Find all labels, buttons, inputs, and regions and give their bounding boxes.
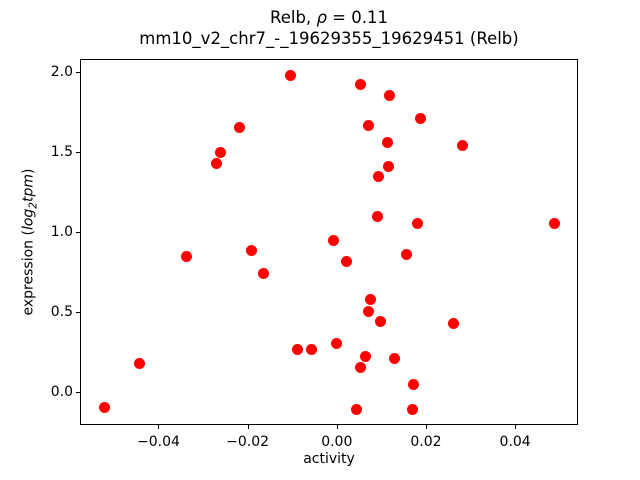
title-rho-symbol: ρ	[316, 8, 327, 27]
x-axis-tick-label: 0.04	[499, 434, 531, 450]
scatter-point	[327, 235, 339, 247]
scatter-point	[99, 402, 111, 414]
y-axis-tick-label: 2.0	[50, 64, 73, 81]
y-axis-label-subscript: 2	[27, 202, 40, 209]
x-axis-tick-label: −0.02	[226, 434, 270, 450]
x-axis-tick-label: 0.02	[410, 434, 442, 450]
x-axis-tick	[247, 425, 249, 429]
x-axis-tick-label: −0.04	[137, 434, 180, 450]
y-axis-tick-label: 0.0	[50, 384, 73, 401]
scatter-point	[285, 70, 297, 82]
y-axis-tick	[76, 392, 80, 394]
y-axis-tick-label: 0.5	[50, 304, 73, 321]
scatter-point	[400, 248, 412, 260]
scatter-point	[331, 337, 343, 349]
y-axis-label: expression (log2tpm)	[21, 169, 42, 316]
y-axis-tick-label: 1.5	[50, 144, 73, 161]
y-axis-label-suffix: )	[20, 168, 37, 174]
x-axis-tick	[158, 425, 160, 429]
scatter-point	[383, 89, 395, 101]
scatter-point	[372, 170, 384, 182]
y-axis-tick	[76, 232, 80, 234]
chart-subtitle: mm10_v2_chr7_-_19629355_19629451 (Relb)	[139, 29, 519, 48]
scatter-point	[180, 251, 192, 263]
scatter-point	[210, 157, 222, 169]
scatter-point	[407, 404, 419, 416]
title-gene: Relb,	[270, 8, 317, 27]
scatter-point	[246, 244, 258, 256]
y-axis-tick	[76, 72, 80, 74]
scatter-point	[381, 137, 393, 149]
scatter-point	[548, 217, 560, 229]
x-axis-tick	[425, 425, 427, 429]
scatter-point	[257, 267, 269, 279]
scatter-point	[351, 404, 363, 416]
y-axis-tick	[76, 312, 80, 314]
y-axis-label-prefix: expression (	[20, 230, 37, 316]
scatter-point	[306, 344, 318, 356]
scatter-point	[364, 293, 376, 305]
scatter-point	[371, 210, 383, 222]
x-axis-tick	[336, 425, 338, 429]
scatter-point	[414, 112, 426, 124]
scatter-point	[382, 160, 394, 172]
scatter-point	[412, 218, 424, 230]
scatter-point	[354, 78, 366, 90]
scatter-point	[359, 350, 371, 362]
chart-title: Relb, ρ = 0.11 mm10_v2_chr7_-_19629355_1…	[80, 7, 578, 49]
scatter-point	[363, 120, 375, 132]
scatter-point	[388, 352, 400, 364]
scatter-point	[233, 121, 245, 133]
y-axis-tick-label: 1.0	[50, 224, 73, 241]
scatter-point	[215, 147, 227, 159]
scatter-point	[340, 256, 352, 268]
scatter-point	[408, 379, 420, 391]
scatter-point	[292, 344, 304, 356]
x-axis-tick	[515, 425, 517, 429]
scatter-point	[457, 139, 469, 151]
y-axis-label-log: log	[20, 208, 37, 231]
scatter-point	[133, 357, 145, 369]
x-axis-tick-label: 0.00	[321, 434, 353, 450]
y-axis-tick	[76, 152, 80, 154]
plot-area	[80, 59, 578, 425]
scatter-point	[375, 315, 387, 327]
chart-title-line1: Relb, ρ = 0.11	[80, 7, 578, 28]
scatter-point	[363, 305, 375, 317]
title-rho-value: = 0.11	[326, 8, 388, 27]
scatter-point	[354, 362, 366, 374]
y-axis-label-tpm: tpm	[20, 173, 37, 203]
scatter-point	[448, 317, 460, 329]
x-axis-label: activity	[303, 451, 355, 467]
